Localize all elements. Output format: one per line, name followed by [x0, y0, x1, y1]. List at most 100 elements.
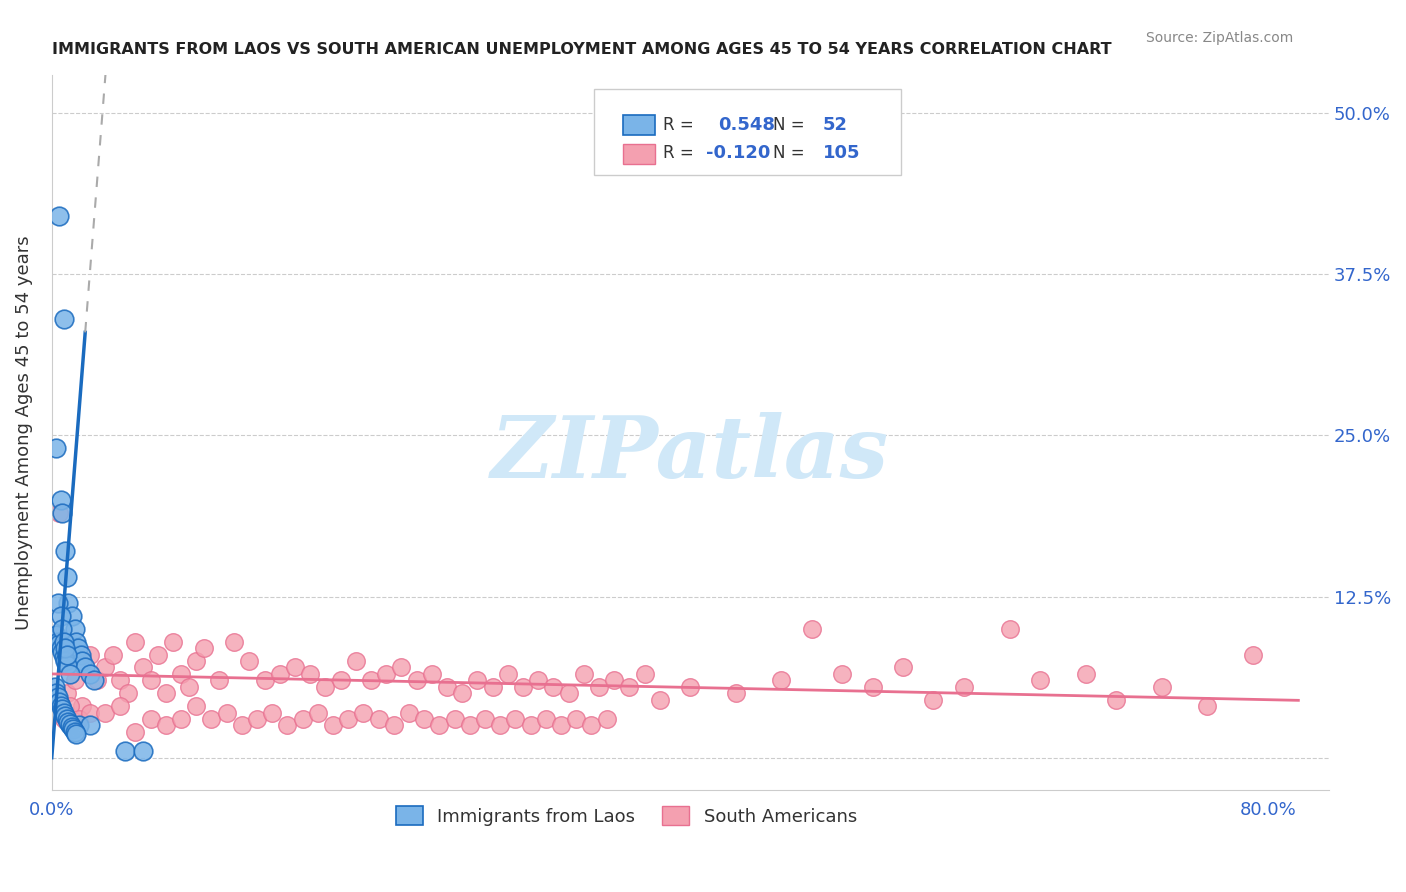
Point: [132, 744, 155, 758]
Point: [124, 725, 146, 739]
Point: [1150, 680, 1173, 694]
Point: [55, 709, 77, 723]
Point: [69, 648, 91, 662]
Point: [505, 712, 527, 726]
Point: [48, 210, 70, 224]
FancyBboxPatch shape: [623, 144, 655, 164]
Point: [67, 718, 90, 732]
Text: R =: R =: [664, 116, 695, 134]
Point: [724, 686, 747, 700]
Text: IMMIGRANTS FROM LAOS VS SOUTH AMERICAN UNEMPLOYMENT AMONG AGES 45 TO 54 YEARS CO: IMMIGRANTS FROM LAOS VS SOUTH AMERICAN U…: [52, 42, 1111, 57]
Point: [44, 680, 66, 694]
Point: [65, 634, 87, 648]
Point: [572, 667, 595, 681]
Point: [79, 667, 101, 681]
Point: [603, 673, 626, 688]
Point: [177, 680, 200, 694]
Text: R =: R =: [664, 145, 695, 162]
Point: [458, 718, 481, 732]
Point: [49, 608, 72, 623]
Point: [60, 608, 83, 623]
Point: [59, 667, 82, 681]
Point: [83, 673, 105, 688]
Point: [59, 699, 82, 714]
Point: [59, 718, 82, 732]
Point: [420, 667, 443, 681]
Point: [45, 628, 67, 642]
Point: [63, 622, 86, 636]
Point: [139, 712, 162, 726]
Point: [443, 712, 465, 726]
Point: [352, 706, 374, 720]
Point: [79, 718, 101, 732]
Point: [56, 657, 79, 672]
Point: [389, 660, 412, 674]
Point: [800, 622, 823, 636]
Point: [62, 723, 84, 737]
Point: [436, 680, 458, 694]
Point: [75, 660, 97, 674]
Point: [231, 718, 253, 732]
Point: [146, 648, 169, 662]
Point: [557, 686, 579, 700]
Point: [679, 680, 702, 694]
Point: [550, 718, 572, 732]
Point: [132, 660, 155, 674]
Point: [79, 706, 101, 720]
Point: [215, 706, 238, 720]
Point: [114, 744, 136, 758]
Point: [1029, 673, 1052, 688]
Point: [193, 641, 215, 656]
Point: [94, 706, 117, 720]
Point: [56, 686, 79, 700]
Point: [79, 648, 101, 662]
FancyBboxPatch shape: [595, 89, 901, 175]
Point: [253, 673, 276, 688]
Point: [1105, 692, 1128, 706]
Point: [66, 641, 89, 656]
Point: [108, 699, 131, 714]
Point: [63, 673, 86, 688]
Point: [246, 712, 269, 726]
Point: [519, 718, 541, 732]
Text: N =: N =: [773, 145, 804, 162]
Point: [63, 725, 86, 739]
Point: [52, 712, 75, 726]
Point: [200, 712, 222, 726]
Point: [208, 673, 231, 688]
Point: [49, 492, 72, 507]
Point: [489, 718, 512, 732]
Point: [451, 686, 474, 700]
Point: [276, 718, 298, 732]
Point: [1197, 699, 1219, 714]
Point: [344, 654, 367, 668]
Point: [48, 695, 70, 709]
Point: [70, 699, 93, 714]
Point: [588, 680, 610, 694]
Point: [55, 641, 77, 656]
Point: [633, 667, 655, 681]
Text: ZIPatlas: ZIPatlas: [491, 412, 890, 495]
Point: [117, 686, 139, 700]
Point: [155, 686, 177, 700]
Point: [155, 718, 177, 732]
Point: [139, 673, 162, 688]
Point: [51, 506, 73, 520]
Point: [284, 660, 307, 674]
Point: [299, 667, 322, 681]
Point: [565, 712, 588, 726]
Point: [56, 712, 79, 726]
Point: [429, 718, 451, 732]
Point: [512, 680, 534, 694]
Point: [94, 660, 117, 674]
Point: [59, 717, 82, 731]
Point: [49, 699, 72, 714]
Point: [55, 654, 77, 668]
Point: [58, 596, 80, 610]
Point: [52, 634, 75, 648]
Point: [49, 641, 72, 656]
Point: [467, 673, 489, 688]
Point: [65, 727, 87, 741]
Point: [60, 720, 83, 734]
Point: [56, 570, 79, 584]
